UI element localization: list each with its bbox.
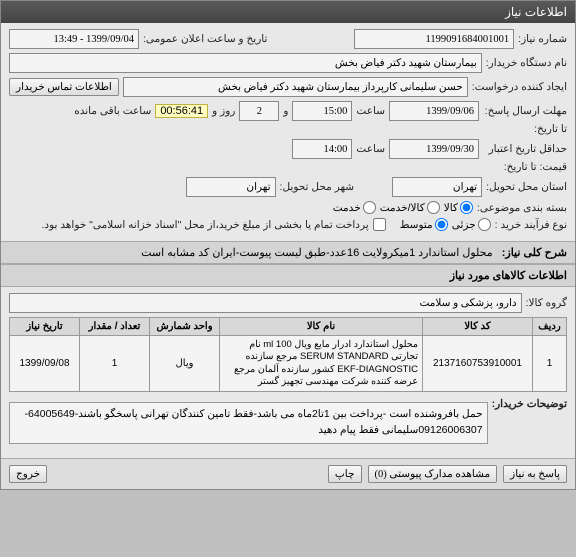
process-mid-label: متوسط bbox=[400, 219, 433, 231]
col-idx: ردیف bbox=[533, 318, 567, 336]
table-header-row: ردیف کد کالا نام کالا واحد شمارش تعداد /… bbox=[10, 318, 567, 336]
creator-field bbox=[123, 77, 468, 97]
announce-label: تاریخ و ساعت اعلان عمومی: bbox=[143, 33, 267, 45]
delivery-prov-field bbox=[392, 177, 482, 197]
days-and-label: روز و bbox=[212, 105, 235, 117]
reply-button[interactable]: پاسخ به نیاز bbox=[503, 465, 567, 483]
days-field bbox=[239, 101, 279, 121]
bundle-service-label: خدمت bbox=[333, 202, 361, 214]
contact-buyer-button[interactable]: اطلاعات تماس خریدار bbox=[9, 78, 119, 96]
col-date: تاریخ نیاز bbox=[10, 318, 80, 336]
cell-idx: 1 bbox=[533, 336, 567, 392]
col-name: نام کالا bbox=[220, 318, 423, 336]
cell-qty: 1 bbox=[80, 336, 150, 392]
deadline-price-label: حداقل تاریخ اعتبار bbox=[483, 143, 567, 155]
remain-label: ساعت باقی مانده bbox=[74, 105, 151, 117]
items-body: گروه کالا: ردیف کد کالا نام کالا واحد شم… bbox=[1, 287, 575, 458]
items-table: ردیف کد کالا نام کالا واحد شمارش تعداد /… bbox=[9, 317, 567, 392]
col-qty: تعداد / مقدار bbox=[80, 318, 150, 336]
col-unit: واحد شمارش bbox=[150, 318, 220, 336]
top-form: شماره نیاز: تاریخ و ساعت اعلان عمومی: نا… bbox=[1, 23, 575, 241]
bundle-goods-service-radio[interactable] bbox=[427, 201, 440, 214]
summary-text: محلول استاندارد 1میکرولایت 16عدد-طبق لیس… bbox=[141, 247, 493, 259]
process-mid-radio[interactable] bbox=[435, 218, 448, 231]
need-no-label: شماره نیاز: bbox=[518, 33, 567, 45]
and-label: و bbox=[283, 105, 288, 117]
items-header: اطلاعات کالاهای مورد نیاز bbox=[1, 264, 575, 287]
process-label: نوع فرآیند خرید : bbox=[495, 219, 567, 231]
exit-button[interactable]: خروج bbox=[9, 465, 47, 483]
group-label: گروه کالا: bbox=[526, 297, 567, 309]
deadline-price-date bbox=[389, 139, 479, 159]
cell-code: 2137160753910001 bbox=[423, 336, 533, 392]
deadline-answer-time bbox=[292, 101, 352, 121]
buyer-org-label: نام دستگاه خریدار: bbox=[486, 57, 567, 69]
delivery-prov-label: استان محل تحویل: bbox=[486, 181, 567, 193]
print-button[interactable]: چاپ bbox=[328, 465, 362, 483]
bundle-goods-service-label: کالا/خدمت bbox=[380, 202, 425, 214]
deadline-price-label2: قیمت: تا تاریخ: bbox=[483, 161, 567, 173]
process-low-label: جزئی bbox=[452, 219, 476, 231]
summary-label: شرح کلی نیاز: bbox=[502, 247, 567, 259]
bundle-goods-radio[interactable] bbox=[460, 201, 473, 214]
button-bar: پاسخ به نیاز مشاهده مدارک پیوستی (0) چاپ… bbox=[1, 458, 575, 489]
time-label-2: ساعت bbox=[356, 143, 385, 155]
creator-label: ایجاد کننده درخواست: bbox=[472, 81, 567, 93]
process-low-radio[interactable] bbox=[478, 218, 491, 231]
summary-header: شرح کلی نیاز: محلول استاندارد 1میکرولایت… bbox=[1, 241, 575, 264]
treasury-checkbox[interactable] bbox=[373, 218, 386, 231]
time-label-1: ساعت bbox=[356, 105, 385, 117]
process-note: پرداخت تمام یا بخشی از مبلغ خرید،از محل … bbox=[42, 219, 369, 231]
need-no-field bbox=[354, 29, 514, 49]
buyer-notes-label: توضیحات خریدار: bbox=[492, 398, 567, 410]
buyer-notes-box: حمل بافروشنده است -پرداخت بین 1تا2ماه می… bbox=[9, 402, 488, 444]
cell-name: محلول استاندارد ادرار مایع ویال ml 100 ن… bbox=[220, 336, 423, 392]
col-code: کد کالا bbox=[423, 318, 533, 336]
delivery-city-label: شهر محل تحویل: bbox=[280, 181, 355, 193]
group-field bbox=[9, 293, 522, 313]
bundle-service-radio[interactable] bbox=[363, 201, 376, 214]
deadline-answer-date bbox=[389, 101, 479, 121]
cell-date: 1399/09/08 bbox=[10, 336, 80, 392]
deadline-answer-label: مهلت ارسال پاسخ: bbox=[483, 105, 567, 117]
delivery-city-field bbox=[186, 177, 276, 197]
deadline-price-time bbox=[292, 139, 352, 159]
window-titlebar: اطلاعات نیاز bbox=[1, 1, 575, 23]
deadline-answer-until-label: تا تاریخ: bbox=[483, 123, 567, 135]
table-row[interactable]: 1 2137160753910001 محلول استاندارد ادرار… bbox=[10, 336, 567, 392]
attachments-button[interactable]: مشاهده مدارک پیوستی (0) bbox=[368, 465, 498, 483]
window-title: اطلاعات نیاز bbox=[505, 5, 567, 19]
announce-field bbox=[9, 29, 139, 49]
bundle-label: بسته بندی موضوعی: bbox=[477, 202, 567, 214]
buyer-org-field bbox=[9, 53, 482, 73]
bundle-goods-label: کالا bbox=[444, 202, 458, 214]
cell-unit: ویال bbox=[150, 336, 220, 392]
info-window: اطلاعات نیاز شماره نیاز: تاریخ و ساعت اع… bbox=[0, 0, 576, 490]
countdown-timer: 00:56:41 bbox=[155, 104, 208, 118]
